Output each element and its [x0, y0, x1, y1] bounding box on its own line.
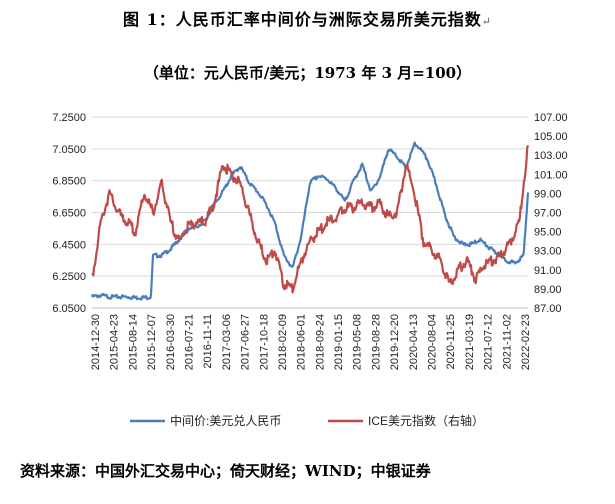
x-tick-label: 2017-10-18	[258, 314, 270, 370]
x-tick-label: 2018-06-01	[296, 314, 308, 370]
x-tick-label: 2021-03-19	[464, 314, 476, 370]
chart-subtitle: （单位：元人民币/美元；1973 年 3 月=100）	[0, 62, 615, 83]
title-text: 图 1：人民币汇率中间价与洲际交易所美元指数	[123, 10, 482, 29]
y-right-tick-label: 99.00	[534, 188, 562, 200]
y-right-tick-label: 87.00	[534, 303, 562, 315]
y-right-tick-label: 95.00	[534, 227, 562, 239]
x-tick-label: 2017-03-06	[221, 314, 233, 370]
legend-label-cny: 中间价:美元兑人民币	[170, 413, 281, 428]
y-left-tick-label: 6.6500	[52, 208, 86, 220]
y-left-tick-label: 6.4500	[52, 239, 86, 251]
subtitle-text: （单位：元人民币/美元；1973 年 3 月=100）	[143, 64, 472, 82]
y-left-tick-label: 6.8500	[52, 176, 86, 188]
y-right-tick-label: 103.00	[534, 150, 568, 162]
x-tick-label: 2019-01-15	[333, 314, 345, 370]
x-tick-label: 2017-06-27	[240, 314, 252, 370]
y-left-tick-label: 7.2500	[52, 112, 86, 124]
ice-dollar-index-line	[91, 144, 530, 294]
y-left-tick-label: 6.0500	[52, 303, 86, 315]
x-tick-label: 2015-08-14	[127, 314, 139, 370]
chart-title: 图 1：人民币汇率中间价与洲际交易所美元指数↵	[0, 6, 615, 30]
x-tick-label: 2016-07-21	[183, 314, 195, 370]
y-left-tick-label: 7.0500	[52, 144, 86, 156]
y-right-tick-label: 97.00	[534, 208, 562, 220]
y-right-tick-label: 89.00	[534, 284, 562, 296]
line-chart: 6.0500 6.2500 6.4500 6.6500 6.8500 7.0500 7.25…	[52, 112, 568, 428]
x-tick-label: 2015-04-23	[109, 314, 121, 370]
x-tick-label: 2022-02-23	[520, 314, 532, 370]
y-right-tick-label: 107.00	[534, 112, 568, 124]
x-tick-label: 2018-09-24	[314, 314, 326, 370]
x-tick-label: 2020-04-13	[408, 314, 420, 370]
y-right-tick-label: 101.00	[534, 169, 568, 181]
x-tick-label: 2021-07-12	[483, 314, 495, 370]
source-text: 资料来源：中国外汇交易中心；倚天财经；WIND；中银证券	[20, 462, 431, 480]
x-tick-label: 2020-11-25	[445, 314, 457, 369]
x-tick-label: 2020-08-04	[427, 314, 439, 370]
cny-central-parity-line	[90, 141, 530, 301]
x-tick-label: 2019-12-20	[389, 314, 401, 370]
x-tick-label: 2019-05-08	[352, 314, 364, 370]
x-tick-label: 2016-11-11	[202, 314, 214, 369]
legend-label-ice: ICE美元指数（右轴）	[368, 413, 484, 428]
x-tick-label: 2016-03-30	[165, 314, 177, 370]
x-tick-label: 2018-02-09	[277, 314, 289, 370]
y-left-tick-label: 6.2500	[52, 271, 86, 283]
x-tick-label: 2015-12-07	[146, 314, 158, 370]
y-right-tick-label: 93.00	[534, 246, 562, 258]
y-right-tick-label: 105.00	[534, 131, 568, 143]
x-tick-label: 2021-11-02	[501, 314, 513, 369]
x-tick-label: 2014-12-30	[90, 314, 102, 370]
x-tick-label: 2019-08-28	[370, 314, 382, 370]
y-right-tick-label: 91.00	[534, 265, 562, 277]
source-note: 资料来源：中国外汇交易中心；倚天财经；WIND；中银证券	[20, 460, 431, 481]
paragraph-mark: ↵	[481, 15, 492, 28]
